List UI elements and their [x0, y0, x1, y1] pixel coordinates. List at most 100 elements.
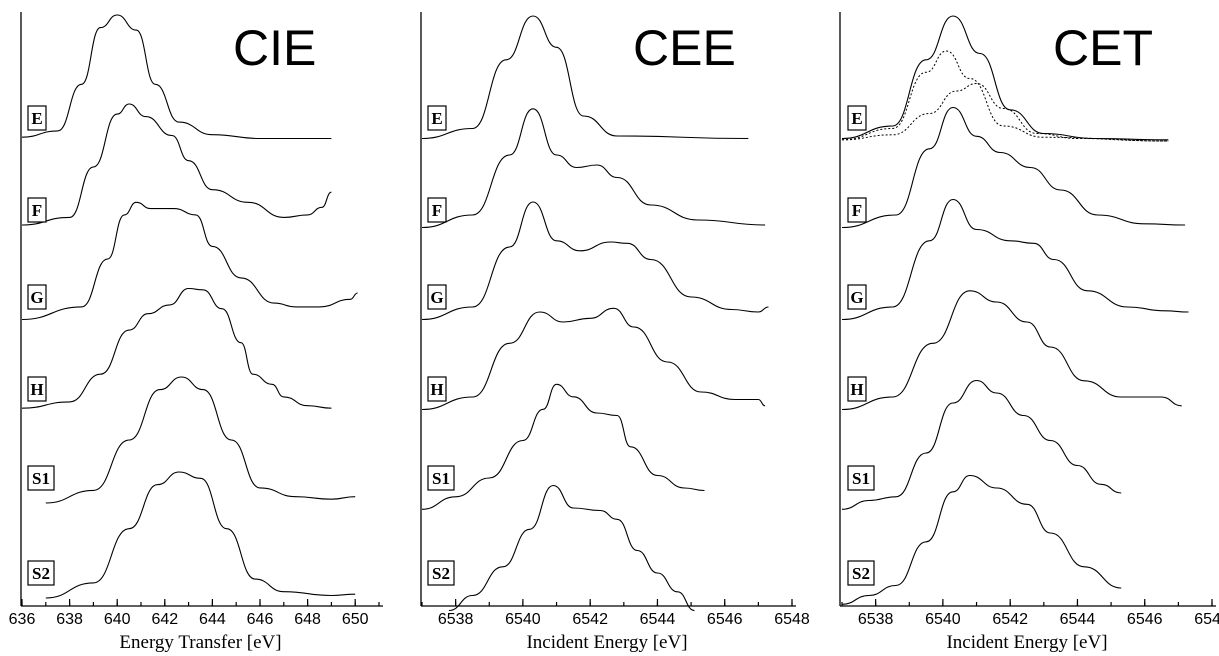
series-tag-g: G [847, 284, 867, 310]
x-tick-label: 646 [247, 611, 274, 628]
series-tag-f: F [847, 197, 867, 223]
x-tick-label: 6542 [572, 611, 608, 628]
series-tag-s1: S1 [427, 465, 455, 491]
series-tag-g: G [427, 284, 447, 310]
series-tag-label: H [30, 380, 43, 399]
series-tag-s2: S2 [847, 560, 875, 586]
series-tag-g: G [27, 284, 47, 310]
series-tag-label: F [32, 201, 42, 220]
series-tag-label: G [850, 288, 863, 307]
series-tag-box [427, 105, 447, 131]
series-tag-box [427, 284, 447, 310]
series-tag-label: S1 [432, 469, 450, 488]
series-tag-label: E [31, 109, 42, 128]
series-tag-box [27, 465, 55, 491]
series-line-s1 [45, 376, 356, 504]
series-line-e-component-1 [841, 50, 1169, 142]
series-tag-label: F [852, 201, 862, 220]
series-line-h [841, 290, 1182, 411]
series-tag-e: E [27, 105, 47, 131]
series-line-f [421, 108, 766, 229]
series-tag-label: S2 [432, 564, 450, 583]
x-axis-label: Incident Energy [eV] [526, 632, 687, 653]
x-tick-label: 636 [9, 611, 36, 628]
series-tag-box [847, 465, 875, 491]
series-line-g [421, 201, 769, 321]
series-line-s1 [841, 379, 1122, 510]
series-tag-s1: S1 [27, 465, 55, 491]
panel-title: CET [1053, 20, 1153, 76]
series-tag-box [847, 105, 867, 131]
series-tag-h: H [847, 376, 867, 402]
panel-title: CIE [233, 20, 316, 76]
series-tag-label: H [430, 380, 443, 399]
series-tag-f: F [27, 197, 47, 223]
series-line-s2 [841, 474, 1122, 605]
x-tick-label: 6548 [1194, 611, 1219, 628]
x-tick-label: 6542 [992, 611, 1028, 628]
series-tag-box [847, 284, 867, 310]
series-line-g [21, 201, 358, 321]
series-tag-box [847, 560, 875, 586]
series-tag-label: E [851, 109, 862, 128]
series-tag-s2: S2 [427, 560, 455, 586]
series-line-h [421, 307, 766, 411]
series-tag-label: S2 [852, 564, 870, 583]
series-line-s1 [421, 383, 705, 510]
series-tag-box [847, 197, 867, 223]
panel-title: CEE [633, 20, 736, 76]
series-tag-box [27, 376, 47, 402]
series-tag-s2: S2 [27, 560, 55, 586]
x-tick-label: 640 [104, 611, 131, 628]
series-tag-box [27, 560, 55, 586]
series-tag-box [27, 197, 47, 223]
panel-cet: CET 6538 6540 6542 6544 6546 6548 Incident Ener… [839, 12, 1219, 653]
x-tick-label: 6546 [707, 611, 743, 628]
x-tick-label: 648 [294, 611, 321, 628]
series-tag-label: G [30, 288, 43, 307]
x-tick-label: 6540 [925, 611, 961, 628]
series-line-g [841, 198, 1189, 321]
x-tick-label: 6544 [640, 611, 676, 628]
series-line-e [21, 14, 332, 140]
series-tag-label: G [430, 288, 443, 307]
series-tag-label: E [431, 109, 442, 128]
series-tag-label: F [432, 201, 442, 220]
series-tag-e: E [427, 105, 447, 131]
series-tag-label: S2 [32, 564, 50, 583]
x-tick-label: 6544 [1060, 611, 1096, 628]
series-line-e [421, 15, 749, 140]
series-tag-h: H [27, 376, 47, 402]
series-line-e-component-2 [841, 82, 1169, 142]
series-line-s2 [45, 471, 356, 599]
x-tick-label: 638 [56, 611, 83, 628]
series-tag-box [27, 105, 47, 131]
panel-cie: CIE 636 638 640 642 644 646 648 650 Energy Transf… [9, 12, 383, 653]
x-tick-label: 6548 [774, 611, 810, 628]
x-tick-label: 6546 [1127, 611, 1163, 628]
series-tag-e: E [847, 105, 867, 131]
x-tick-label: 6538 [858, 611, 894, 628]
series-line-f [841, 106, 1186, 229]
series-tag-box [847, 376, 867, 402]
series-tag-box [427, 197, 447, 223]
series-line-s2 [448, 484, 695, 612]
series-tag-box [427, 560, 455, 586]
series-line-f [21, 103, 332, 226]
series-line-e [841, 15, 1169, 141]
series-tag-s1: S1 [847, 465, 875, 491]
series-tag-box [427, 376, 447, 402]
panel-cee: CEE 6538 6540 6542 6544 6546 6548 Incident Ener… [420, 12, 810, 653]
series-line-h [21, 287, 332, 409]
series-tag-h: H [427, 376, 447, 402]
series-tag-label: S1 [852, 469, 870, 488]
x-tick-label: 6538 [438, 611, 474, 628]
series-tag-f: F [427, 197, 447, 223]
x-tick-label: 644 [199, 611, 226, 628]
x-axis-label: Incident Energy [eV] [946, 632, 1107, 653]
series-tag-label: S1 [32, 469, 50, 488]
x-tick-label: 642 [151, 611, 178, 628]
series-tag-box [27, 284, 47, 310]
series-tag-box [427, 465, 455, 491]
